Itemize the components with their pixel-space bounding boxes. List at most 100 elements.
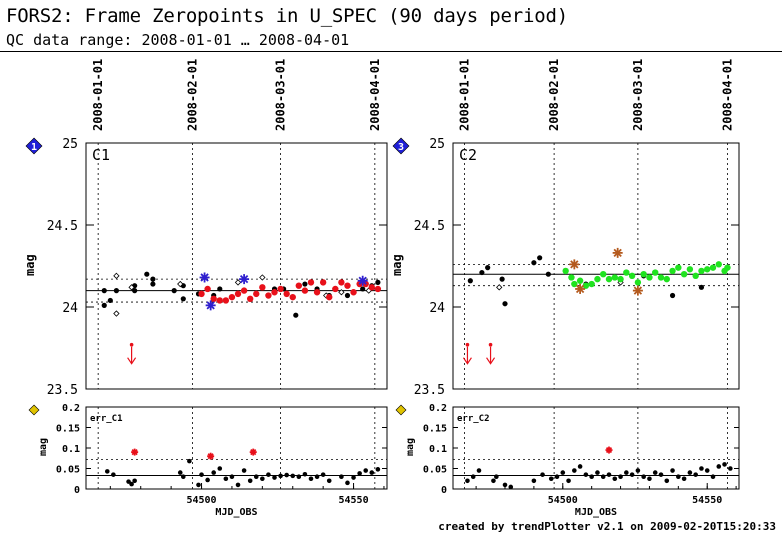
panel-c1-point xyxy=(217,286,223,292)
panel-c2-err-xtick-label: 54550 xyxy=(692,495,722,506)
panel-c1-err-point xyxy=(217,466,223,471)
panel-c1-err-ylabel: mag xyxy=(38,438,49,456)
panel-c2-green-point xyxy=(594,275,601,283)
panel-c2-err-point xyxy=(540,472,545,477)
panel-c1-err-point xyxy=(223,476,229,482)
panel-c1-err-point xyxy=(363,468,369,473)
panel-c1-err-point xyxy=(326,478,332,484)
panel-c2-ytick-label: 23.5 xyxy=(414,383,445,398)
panel-c2-err-marker-icon xyxy=(395,404,407,416)
panel-c2-err-star-stroke xyxy=(605,446,613,454)
panel-c2-green-point xyxy=(634,279,642,286)
panel-c1-open-point xyxy=(177,280,184,288)
panel-c2-green-point xyxy=(652,269,659,276)
panel-c2-err-point xyxy=(687,470,693,475)
panel-c2-limit-arrowhead xyxy=(486,357,496,365)
panel-c1-point xyxy=(132,288,138,294)
panel-c2-err-point xyxy=(508,484,514,490)
panel-c1-err-point xyxy=(235,482,241,488)
panel-c1-err-point xyxy=(132,478,137,484)
panel-c2-err-point xyxy=(629,472,635,477)
panel-c1-err-xtick-label: 54550 xyxy=(339,495,369,506)
panel-c2-err-point xyxy=(560,470,566,475)
panel-c2-green-point xyxy=(692,272,699,280)
panel-c2-green-point xyxy=(617,275,624,283)
panel-c1-blue-star-stroke xyxy=(206,301,215,310)
panel-c1-red-point xyxy=(295,282,303,289)
panel-c1-point xyxy=(293,312,299,318)
panel-c2-green-point xyxy=(600,271,607,278)
panel-c2-point xyxy=(485,265,491,271)
panel-c1-err-point xyxy=(205,477,210,483)
panel-c2-point xyxy=(531,260,537,266)
panel-c2-ytick-label: 24.5 xyxy=(414,219,445,234)
panel-c2-err-point xyxy=(641,474,646,480)
panel-c1-point xyxy=(375,279,381,285)
panel-c2-green-point xyxy=(611,274,618,281)
panel-c1-err-point xyxy=(284,472,289,478)
panel-c1-blue-star xyxy=(205,300,216,311)
panel-c2-point xyxy=(537,255,543,261)
panel-c1-red-point xyxy=(240,287,248,294)
panel-c1-err-star xyxy=(249,448,257,456)
panel-c1-point xyxy=(107,297,113,304)
panel-c2-green-point xyxy=(724,264,731,271)
panel-c1-point xyxy=(144,271,150,277)
panel-c2-err-star xyxy=(605,446,613,454)
panel-c2-green-point xyxy=(582,282,590,289)
panel-c1-red-point xyxy=(319,279,327,286)
panel-c1-open-point xyxy=(234,279,242,286)
panel-c1-err-point xyxy=(278,473,283,479)
panel-c2-name: C2 xyxy=(459,146,477,164)
chart-title: FORS2: Frame Zeropoints in U_SPEC (90 da… xyxy=(6,5,568,27)
panel-c2-err-point xyxy=(664,478,670,484)
panel-c2-date-label: 2008-02-01 xyxy=(547,59,561,131)
panel-c2-point xyxy=(545,271,551,277)
panel-c1-ylabel: mag xyxy=(23,254,37,276)
panel-c1-ytick-label: 25 xyxy=(62,137,78,152)
panel-c2-err-point xyxy=(572,468,577,473)
panel-c2-point xyxy=(479,269,485,276)
panel-c1-point xyxy=(101,302,107,308)
panel-c2-marker-icon xyxy=(392,137,410,155)
panel-c1-point xyxy=(360,286,366,292)
panel-c1-err-star xyxy=(131,448,139,456)
panel-c2-err-point xyxy=(612,476,618,482)
panel-c2-green-point xyxy=(623,269,630,276)
panel-c2-err-ytick-label: 0 xyxy=(441,485,447,496)
panel-c1-err-point xyxy=(104,469,110,474)
panel-c1-point xyxy=(180,296,186,302)
panel-c2-err-point xyxy=(494,474,499,480)
panel-c2-err-ytick-label: 0.15 xyxy=(423,424,447,435)
panel-c1-err-point xyxy=(247,478,253,484)
panel-c2-green-point xyxy=(675,264,682,271)
panel-c2-err-point xyxy=(502,482,508,488)
panel-c2-brown-star xyxy=(569,259,580,270)
panel-c2-point xyxy=(698,284,705,290)
panel-c2-err-point xyxy=(606,472,612,477)
panel-c2-err-point xyxy=(658,472,664,477)
panel-c1-red-point xyxy=(216,297,223,304)
panel-c2-green-point xyxy=(709,264,717,271)
panel-c1-err-ytick-label: 0.15 xyxy=(56,424,80,435)
panel-c1-red-point xyxy=(204,285,211,293)
panel-c1-red-point xyxy=(277,285,284,293)
panel-c2-err-point xyxy=(465,478,470,484)
panel-c2-err-point xyxy=(716,464,722,469)
panel-c1-red-point xyxy=(344,282,351,289)
panel-c1-err-ytick-label: 0.05 xyxy=(56,465,80,476)
panel-c2-green-point xyxy=(657,274,665,281)
panel-c2-green-point xyxy=(605,275,613,283)
panel-c1-red-point xyxy=(301,287,309,294)
panel-c1-blue-star-stroke xyxy=(200,273,209,282)
panel-c1-date-label: 2008-03-01 xyxy=(274,59,288,131)
panel-c1-name: C1 xyxy=(92,146,110,164)
panel-c2-green-point xyxy=(568,274,575,281)
panel-c1-err-point xyxy=(211,470,216,475)
panel-c2-err-ytick-label: 0.1 xyxy=(429,444,447,455)
panel-c2-err-ytick-label: 0.05 xyxy=(423,465,447,476)
panel-c2-err-point xyxy=(600,474,606,480)
panel-c2-green-point xyxy=(704,266,711,273)
panel-c1-err-ytick-label: 0.1 xyxy=(62,444,80,455)
